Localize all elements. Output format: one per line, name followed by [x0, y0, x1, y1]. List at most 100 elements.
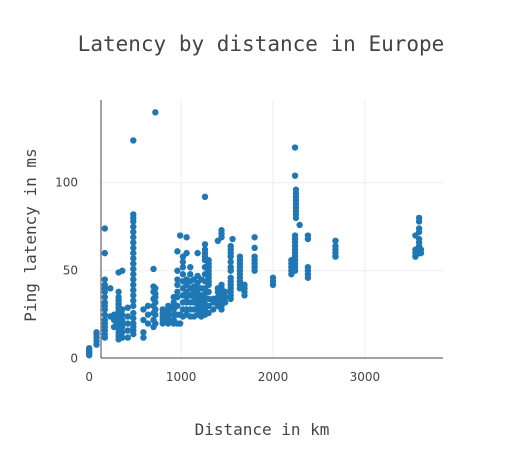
- y-tick-label: 0: [70, 352, 78, 366]
- data-point: [101, 293, 109, 301]
- data-point: [174, 276, 181, 283]
- data-point: [187, 271, 194, 278]
- data-point: [291, 232, 299, 239]
- y-tick-label: 100: [55, 176, 78, 190]
- data-point: [183, 234, 190, 241]
- data-point: [210, 306, 217, 313]
- data-point: [332, 237, 339, 244]
- data-point: [152, 299, 159, 306]
- data-point: [174, 288, 181, 296]
- data-point: [205, 309, 212, 317]
- data-point: [152, 311, 159, 318]
- data-point: [304, 232, 312, 239]
- data-point: [241, 281, 248, 288]
- data-point: [150, 265, 157, 273]
- data-point: [124, 327, 131, 334]
- data-point: [130, 271, 137, 278]
- data-point: [130, 292, 137, 299]
- data-point: [179, 271, 187, 278]
- data-point: [130, 249, 137, 257]
- data-point: [292, 186, 300, 193]
- data-point: [130, 260, 137, 267]
- data-point: [115, 288, 122, 296]
- x-tick-label: 1000: [166, 370, 197, 384]
- data-point: [205, 256, 212, 264]
- data-point: [101, 311, 109, 318]
- data-point: [152, 109, 159, 116]
- data-point: [205, 295, 212, 303]
- data-point: [140, 316, 147, 324]
- data-point: [130, 234, 137, 241]
- data-point: [119, 329, 126, 336]
- data-point: [140, 306, 147, 313]
- data-point: [417, 246, 425, 253]
- data-point: [415, 214, 423, 222]
- x-tick-label: 3000: [350, 370, 381, 384]
- data-point: [205, 302, 212, 310]
- data-point: [183, 249, 190, 257]
- data-point: [296, 221, 303, 229]
- data-point: [119, 311, 126, 318]
- data-point: [236, 253, 244, 260]
- data-point: [201, 193, 209, 200]
- data-point: [130, 228, 137, 236]
- data-point: [101, 249, 109, 257]
- data-point: [176, 320, 184, 327]
- data-point: [174, 302, 181, 310]
- data-point: [101, 276, 109, 283]
- data-point: [130, 302, 137, 310]
- chart-title: Latency by distance in Europe: [78, 32, 445, 56]
- data-point: [119, 334, 126, 341]
- data-point: [174, 267, 181, 274]
- data-point: [152, 306, 159, 313]
- data-point: [251, 253, 258, 260]
- data-point: [179, 264, 187, 271]
- data-point: [165, 302, 172, 310]
- data-point: [101, 281, 109, 288]
- data-point: [101, 225, 109, 232]
- data-point: [130, 315, 137, 322]
- data-point: [251, 234, 258, 241]
- data-point: [130, 297, 137, 304]
- data-point: [227, 258, 234, 266]
- data-point: [179, 258, 187, 266]
- data-point: [415, 235, 423, 243]
- axes: [100, 100, 443, 359]
- x-tick-label: 2000: [258, 370, 289, 384]
- data-point: [119, 316, 126, 324]
- data-point: [124, 313, 131, 320]
- data-point: [251, 244, 258, 252]
- y-axis-label: Ping latency in ms: [21, 148, 40, 321]
- data-point: [101, 316, 109, 324]
- data-point: [291, 172, 299, 179]
- data-point: [130, 255, 137, 262]
- data-point: [415, 225, 423, 232]
- data-point: [201, 241, 209, 248]
- data-point: [124, 304, 131, 311]
- data-point: [124, 320, 131, 327]
- data-point: [222, 288, 229, 296]
- data-point: [152, 320, 159, 327]
- data-point: [194, 249, 201, 257]
- data-point: [227, 274, 234, 281]
- data-point: [201, 246, 209, 253]
- data-point: [101, 299, 109, 306]
- data-point: [130, 281, 137, 288]
- data-point: [144, 311, 152, 318]
- data-point: [227, 242, 234, 250]
- data-point: [227, 264, 234, 271]
- data-point: [130, 223, 137, 230]
- data-point: [304, 264, 312, 271]
- data-point: [159, 306, 166, 313]
- data-point: [174, 281, 181, 288]
- data-point: [130, 239, 137, 246]
- x-tick-label: 0: [85, 370, 93, 384]
- data-point: [130, 244, 137, 252]
- data-point: [229, 235, 236, 243]
- data-point: [332, 242, 339, 250]
- data-point: [130, 320, 137, 327]
- data-point: [119, 267, 126, 274]
- data-point: [130, 137, 137, 144]
- data-point: [291, 144, 299, 151]
- data-point: [119, 306, 126, 313]
